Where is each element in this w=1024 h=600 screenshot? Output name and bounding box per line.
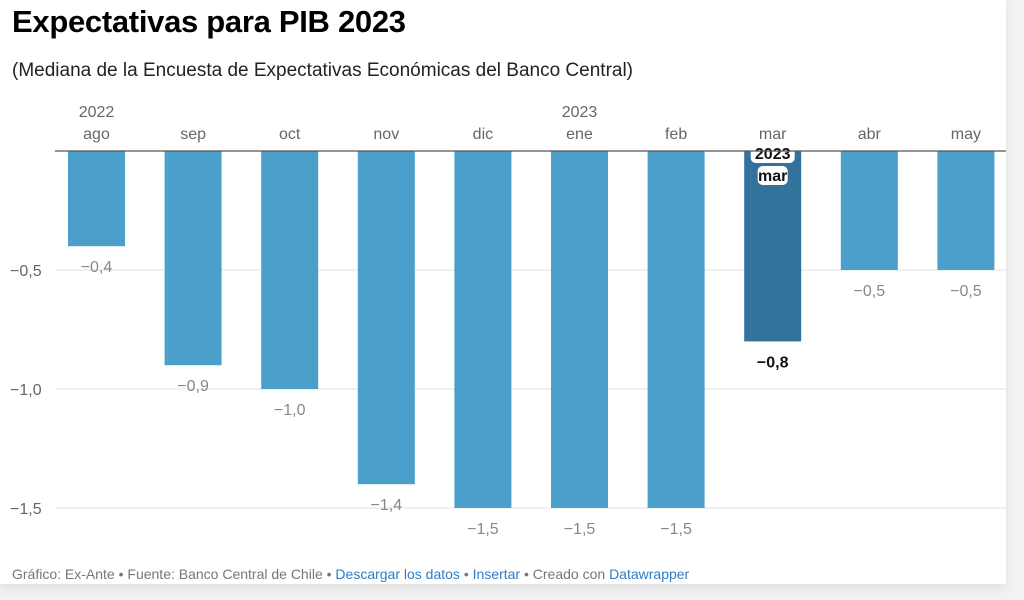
- y-tick-label: −0,5: [10, 263, 42, 280]
- value-label: −1,5: [467, 521, 499, 538]
- chart-card: Expectativas para PIB 2023 (Mediana de l…: [0, 0, 1006, 584]
- bar-may: [937, 151, 995, 270]
- bar-ago: [68, 151, 125, 247]
- download-data-link[interactable]: Descargar los datos: [335, 566, 460, 582]
- chart-title: Expectativas para PIB 2023: [12, 4, 406, 39]
- value-label: −0,9: [177, 378, 209, 395]
- x-tick-label: ene: [566, 126, 593, 143]
- value-label: −0,8: [757, 354, 789, 371]
- value-label: −0,5: [854, 283, 886, 300]
- sep: •: [520, 566, 533, 582]
- year-label: 2023: [562, 104, 598, 121]
- x-tick-label: nov: [373, 126, 399, 143]
- x-tick-label: dic: [473, 126, 493, 143]
- y-tick-label: −1,0: [10, 382, 42, 399]
- footer: Gráfico: Ex-Ante • Fuente: Banco Central…: [12, 566, 689, 582]
- x-tick-label: ago: [83, 126, 110, 143]
- bar-ene: [551, 151, 608, 508]
- tooltip-bg: [757, 166, 788, 185]
- datawrapper-link[interactable]: Datawrapper: [609, 566, 690, 582]
- y-tick-label: −1,5: [10, 501, 42, 518]
- x-tick-label: sep: [180, 126, 206, 143]
- footer-source: Fuente: Banco Central de Chile: [127, 566, 323, 582]
- tooltip-bg: [750, 144, 795, 163]
- x-tick-label: mar: [759, 126, 787, 143]
- value-label: −1,5: [660, 521, 692, 538]
- value-label: −0,5: [950, 283, 982, 300]
- footer-credit: Gráfico: Ex-Ante: [12, 566, 115, 582]
- value-label: −1,4: [371, 497, 403, 514]
- sep: •: [459, 566, 473, 582]
- x-tick-label: feb: [665, 126, 687, 143]
- bar-sep: [164, 151, 222, 366]
- tooltip-label: mar: [758, 168, 787, 185]
- bar-feb: [647, 151, 705, 508]
- value-label: −0,4: [81, 259, 113, 276]
- footer-created: Creado con: [532, 566, 610, 582]
- bar-chart: −0,5 −1,0 −1,5 ago 2022 −0,4 sep −0,9 oct −1,0 nov…: [10, 104, 1006, 538]
- tooltip-label: 2023: [755, 146, 791, 163]
- sep: •: [114, 566, 128, 582]
- bar-nov: [357, 151, 415, 485]
- bar-oct: [261, 151, 319, 389]
- bar-dic: [454, 151, 512, 508]
- sep: •: [322, 566, 336, 582]
- bar-abr: [840, 151, 898, 270]
- chart-subtitle: (Mediana de la Encuesta de Expectativas …: [12, 60, 634, 81]
- value-label: −1,5: [564, 521, 596, 538]
- x-tick-label: oct: [279, 126, 301, 143]
- x-tick-label: abr: [858, 126, 882, 143]
- value-label: −1,0: [274, 402, 306, 419]
- x-tick-label: may: [951, 126, 981, 143]
- embed-link[interactable]: Insertar: [472, 566, 521, 582]
- year-label: 2022: [79, 104, 115, 121]
